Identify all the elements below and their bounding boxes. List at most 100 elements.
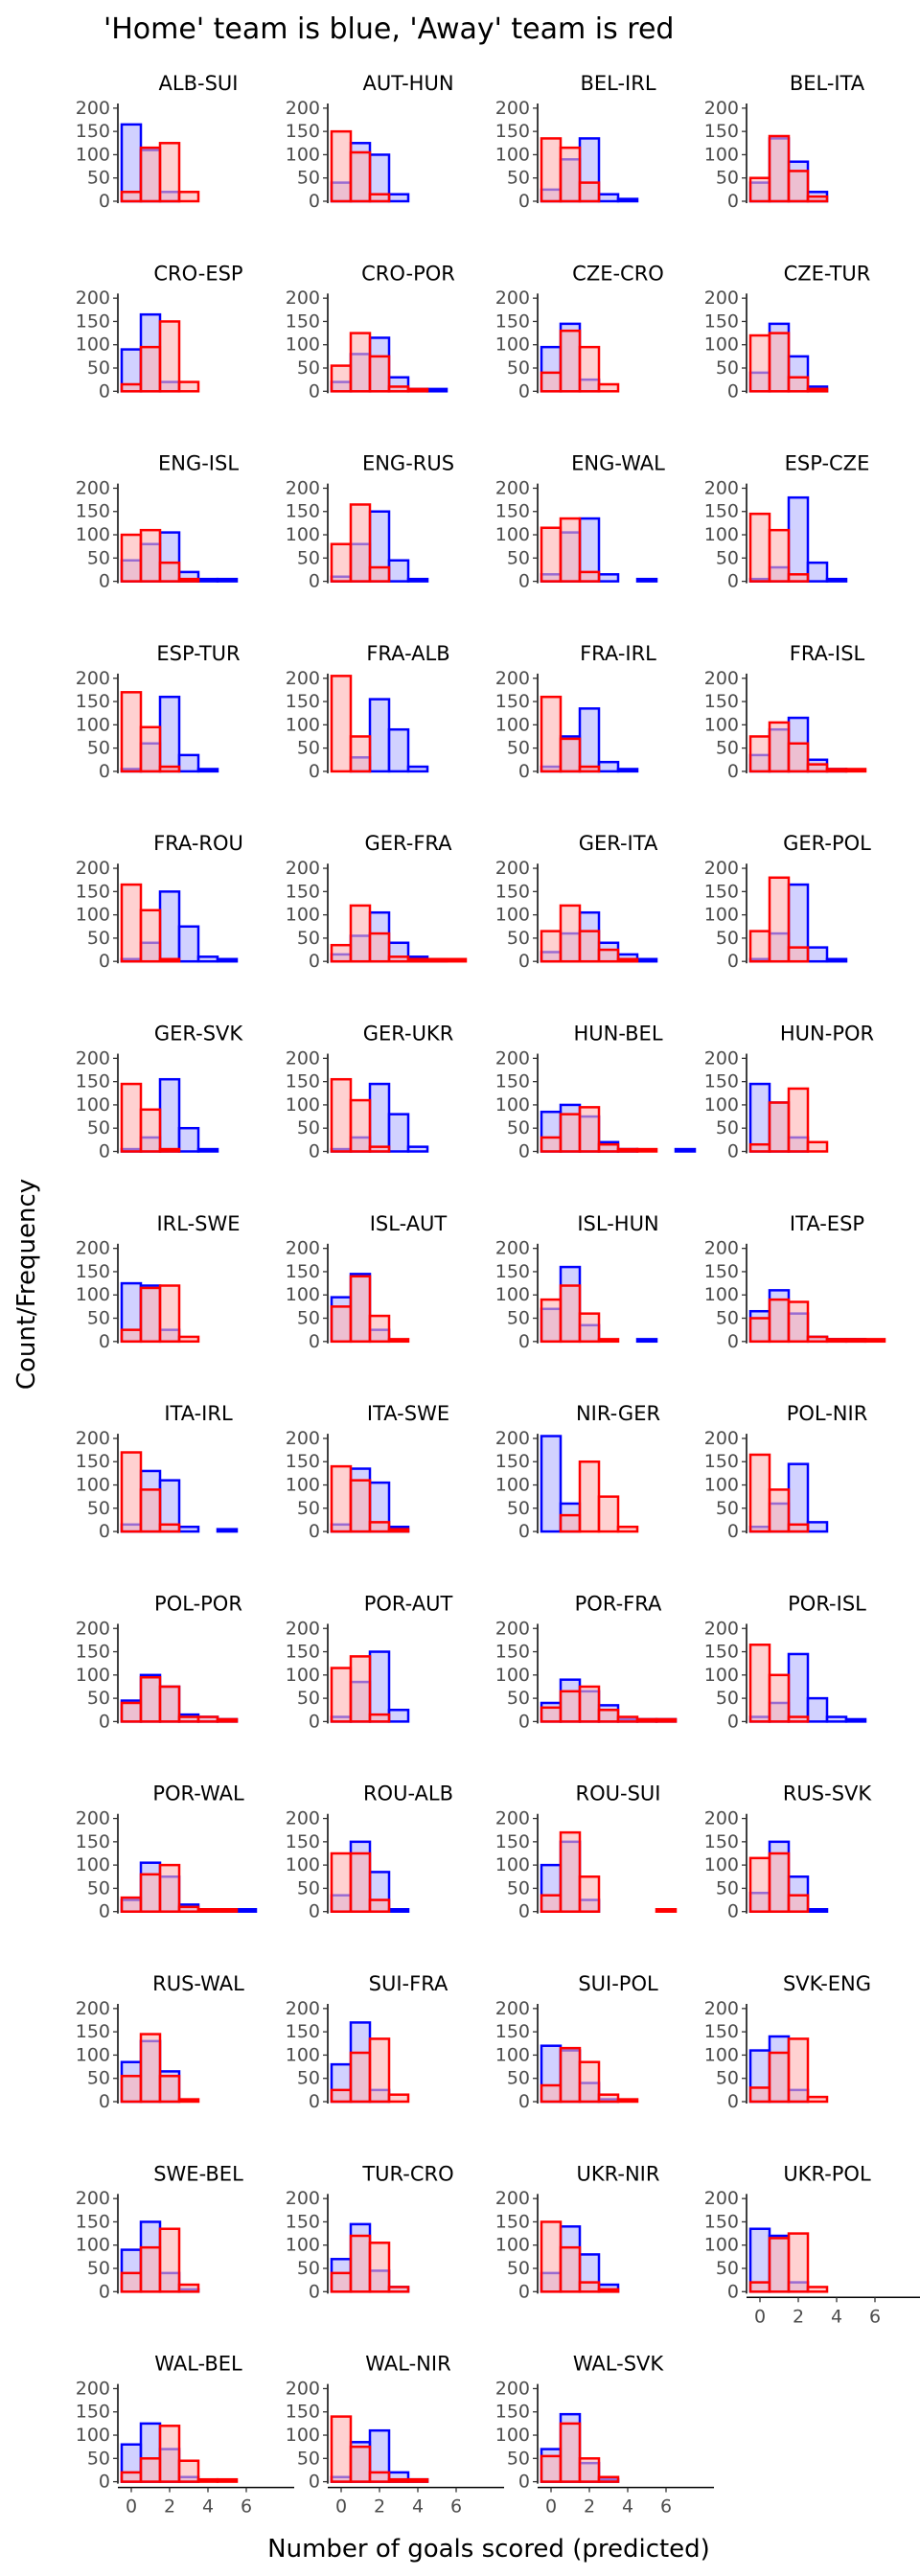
home-bar <box>787 495 810 583</box>
facet-title: HUN-BEL <box>573 1023 662 1046</box>
y-tick-label: 0 <box>99 1331 110 1352</box>
away-bar <box>806 2286 829 2293</box>
away-bar <box>748 1142 771 1153</box>
y-tick-label: 150 <box>76 310 110 332</box>
y-tick-label: 200 <box>286 477 320 498</box>
home-bar <box>216 1528 239 1533</box>
y-tick-label: 200 <box>76 858 110 879</box>
away-bar <box>177 577 200 583</box>
away-bar <box>368 932 391 963</box>
y-tick-label: 100 <box>495 334 530 356</box>
y-tick-label: 0 <box>518 1331 530 1352</box>
facet-title: BEL-ITA <box>790 72 865 95</box>
y-tick-label: 0 <box>518 2472 530 2493</box>
away-bar <box>540 1136 563 1153</box>
away-bar <box>787 2232 810 2293</box>
y-tick-label: 150 <box>495 881 530 902</box>
y-tick-label: 50 <box>507 2448 530 2469</box>
home-bar <box>177 753 200 773</box>
y-tick-label: 0 <box>727 2091 739 2112</box>
y-tick-label: 0 <box>99 1521 110 1542</box>
y-tick-label: 200 <box>286 1428 320 1449</box>
y-tick-label: 200 <box>704 1238 739 1259</box>
home-bar <box>806 946 829 963</box>
home-bar <box>635 577 658 583</box>
y-tick-label: 0 <box>518 571 530 592</box>
y-tick-label: 150 <box>704 1261 739 1282</box>
y-tick-label: 150 <box>76 691 110 712</box>
away-bar <box>177 2459 200 2483</box>
home-bar <box>406 765 429 773</box>
y-tick-label: 100 <box>76 1854 110 1875</box>
home-bar <box>597 573 620 583</box>
y-tick-label: 100 <box>76 714 110 735</box>
away-bar <box>330 2271 353 2293</box>
y-tick-label: 200 <box>495 1808 530 1829</box>
y-tick-label: 50 <box>297 1308 320 1329</box>
home-bar <box>158 1077 181 1153</box>
y-tick-label: 0 <box>309 1331 320 1352</box>
y-tick-label: 50 <box>716 1498 739 1519</box>
y-tick-label: 100 <box>704 524 739 545</box>
y-tick-label: 150 <box>286 121 320 142</box>
away-bar <box>597 1495 620 1533</box>
y-tick-label: 0 <box>518 1141 530 1162</box>
y-tick-label: 100 <box>76 1665 110 1686</box>
y-tick-label: 100 <box>76 2425 110 2446</box>
facet-title: CZE-TUR <box>784 262 871 285</box>
away-bar <box>196 2477 219 2483</box>
y-tick-label: 200 <box>495 1428 530 1449</box>
away-bar <box>616 1715 639 1723</box>
away-bar <box>368 1898 391 1913</box>
home-bar <box>196 768 219 773</box>
y-tick-label: 150 <box>704 121 739 142</box>
y-tick-label: 50 <box>297 928 320 949</box>
y-tick-label: 150 <box>76 1451 110 1472</box>
y-tick-label: 0 <box>309 1141 320 1162</box>
away-bar <box>559 1113 582 1153</box>
y-tick-label: 0 <box>727 951 739 972</box>
y-tick-label: 100 <box>495 144 530 165</box>
y-tick-label: 100 <box>286 1284 320 1305</box>
home-bar <box>235 1908 258 1913</box>
away-bar <box>349 332 372 393</box>
y-tick-label: 100 <box>286 1665 320 1686</box>
y-tick-label: 50 <box>87 928 110 949</box>
home-bar <box>844 1717 867 1723</box>
y-tick-label: 150 <box>76 1831 110 1852</box>
away-bar <box>748 176 771 203</box>
home-bar <box>368 1650 391 1723</box>
facet-title: CRO-ESP <box>153 262 242 285</box>
y-tick-label: 150 <box>76 121 110 142</box>
home-bar <box>368 1082 391 1153</box>
away-bar <box>120 1701 143 1723</box>
y-tick-label: 50 <box>716 738 739 759</box>
away-bar <box>330 2415 353 2483</box>
away-bar <box>120 2471 143 2483</box>
y-tick-label: 50 <box>297 547 320 568</box>
y-tick-label: 0 <box>99 571 110 592</box>
y-tick-label: 150 <box>495 2402 530 2423</box>
home-bar <box>540 1435 563 1533</box>
away-bar <box>368 2242 391 2293</box>
away-bar <box>616 957 639 963</box>
y-tick-label: 200 <box>286 668 320 689</box>
x-tick-label: 4 <box>622 2496 633 2518</box>
away-bar <box>787 946 810 963</box>
y-tick-label: 100 <box>286 1094 320 1116</box>
home-bar <box>368 698 391 773</box>
y-tick-label: 150 <box>704 2021 739 2042</box>
facet-title: ENG-WAL <box>571 452 665 475</box>
away-bar <box>120 691 143 773</box>
y-tick-label: 0 <box>309 951 320 972</box>
y-tick-label: 150 <box>704 691 739 712</box>
